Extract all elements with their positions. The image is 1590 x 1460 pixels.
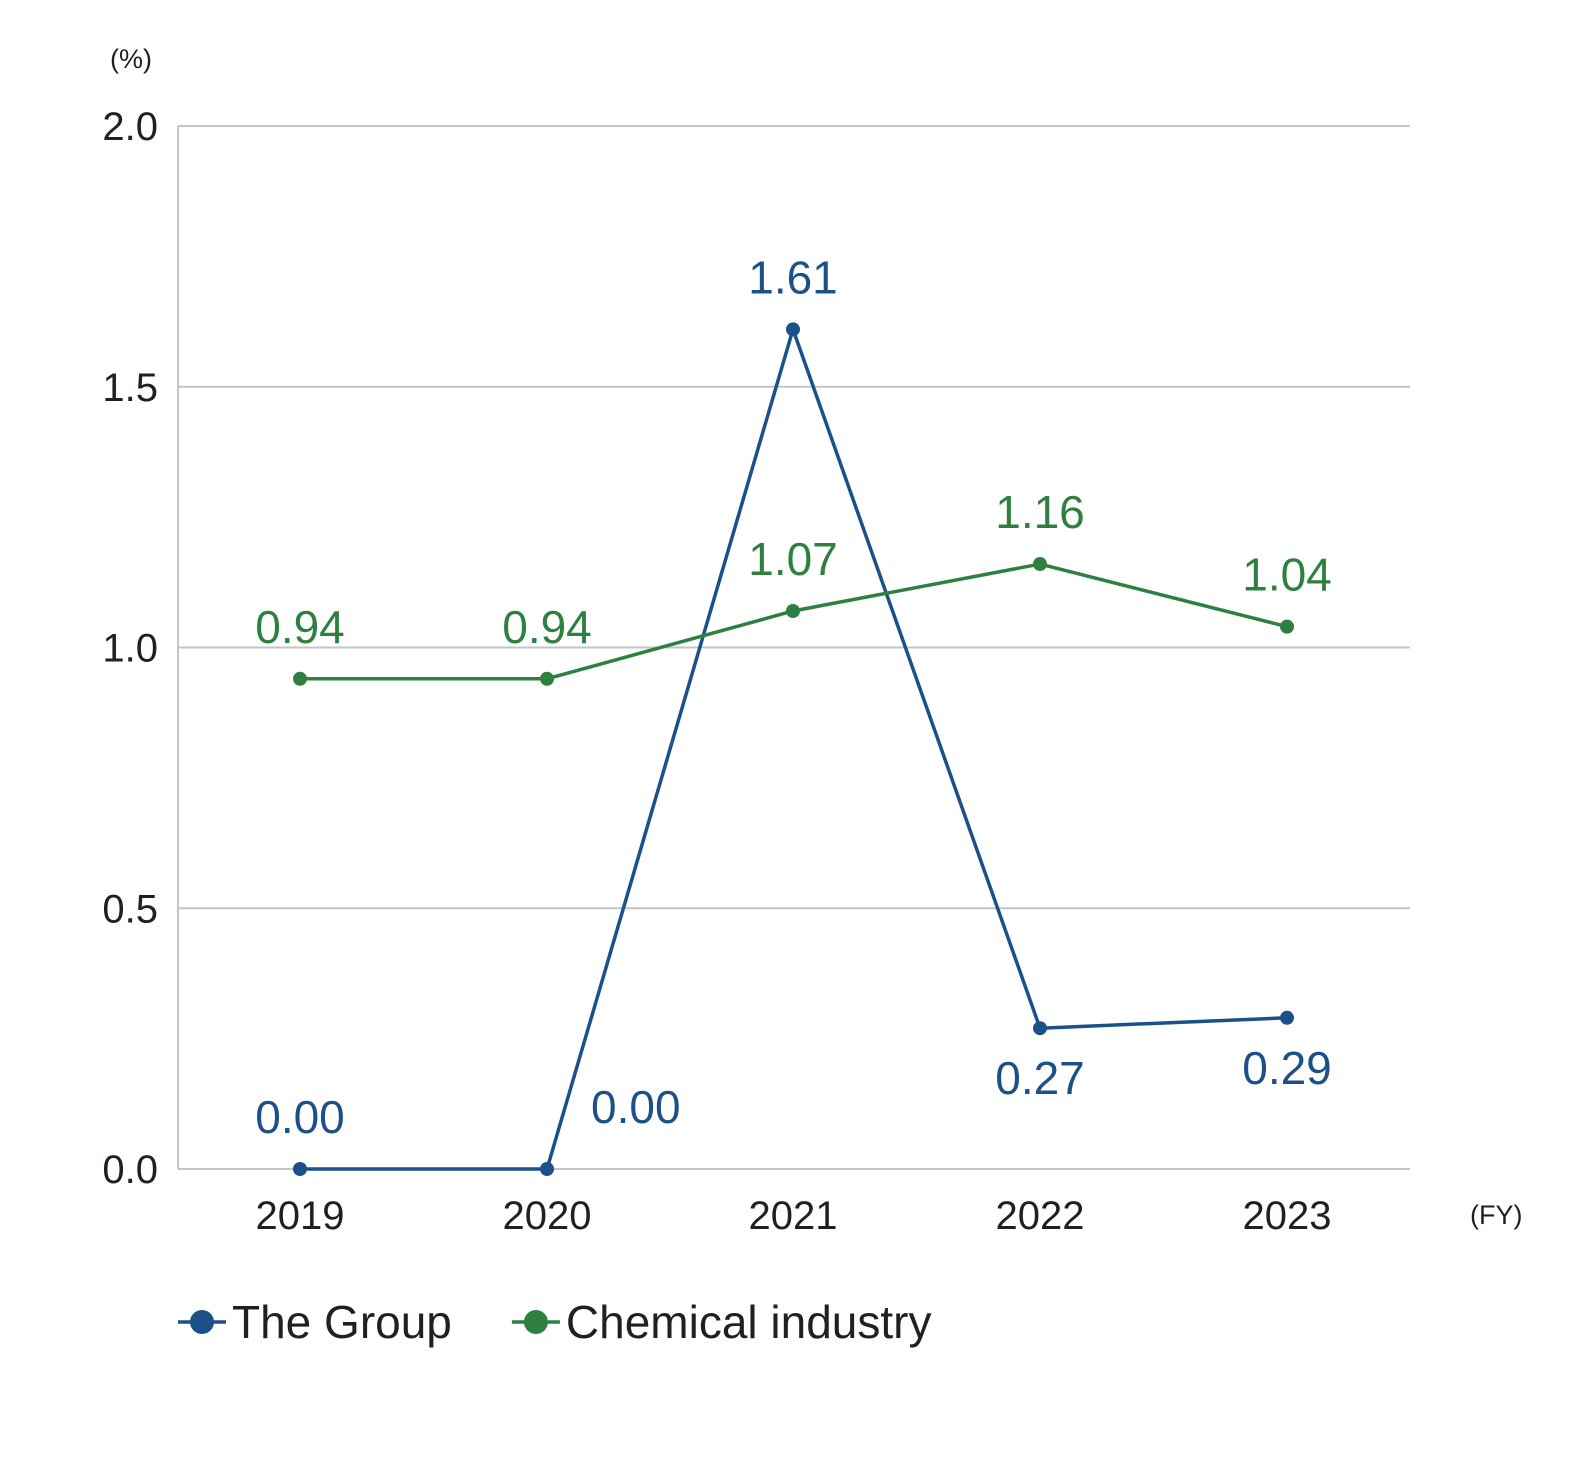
series-layer: [293, 322, 1294, 1176]
x-axis-unit: (FY): [1470, 1200, 1522, 1230]
grid-layer: [177, 125, 1410, 1170]
y-tick-label: 1.0: [102, 627, 158, 671]
y-tick-label: 0.0: [102, 1148, 158, 1192]
x-tick-label: 2021: [749, 1194, 838, 1238]
legend-item: Chemical industry: [511, 1296, 932, 1348]
data-point: [1033, 1021, 1047, 1036]
data-label: 1.04: [1242, 549, 1332, 601]
legend-label: Chemical industry: [566, 1296, 932, 1348]
data-point: [1280, 619, 1294, 634]
data-label: 0.29: [1242, 1042, 1332, 1094]
y-tick-label: 1.5: [102, 366, 158, 410]
data-point: [540, 1162, 554, 1176]
data-label: 1.61: [748, 251, 838, 303]
data-point: [293, 1162, 307, 1176]
x-tick-label: 2023: [1243, 1194, 1332, 1238]
data-label: 1.07: [748, 533, 838, 585]
y-tick-label: 2.0: [102, 105, 158, 149]
axis-layer: (%) (FY) 0.0 0.5 1.0 1.5 2.0 2019 2020 2021 2022…: [102, 44, 1522, 1238]
legend-dot-marker: [523, 1310, 548, 1334]
data-point: [786, 603, 800, 618]
data-point: [786, 322, 800, 337]
data-point: [540, 671, 554, 686]
legend-item: The Group: [178, 1296, 452, 1348]
legend-label: The Group: [232, 1296, 452, 1348]
data-label: 0.00: [255, 1091, 345, 1143]
x-tick-label: 2020: [503, 1194, 592, 1238]
data-label: 0.94: [502, 601, 592, 653]
legend: The Group Chemical industry: [178, 1296, 931, 1348]
series-line: [300, 327, 1288, 1171]
y-axis-unit: (%): [110, 44, 152, 74]
y-tick-label: 0.5: [102, 887, 158, 931]
data-point: [293, 671, 307, 686]
data-label: 1.16: [995, 486, 1085, 538]
data-label: 0.27: [995, 1052, 1085, 1104]
x-tick-label: 2019: [256, 1194, 345, 1238]
data-label: 0.00: [591, 1081, 681, 1133]
legend-dot-marker: [190, 1310, 214, 1334]
data-label-layer: 0.00 0.00 1.61 0.27 0.29 0.94 0.94 1.07 1.16 1.04: [255, 251, 1332, 1143]
x-tick-label: 2022: [996, 1194, 1085, 1238]
data-point: [1033, 557, 1047, 572]
data-label: 0.94: [255, 601, 345, 653]
data-point: [1280, 1010, 1294, 1025]
